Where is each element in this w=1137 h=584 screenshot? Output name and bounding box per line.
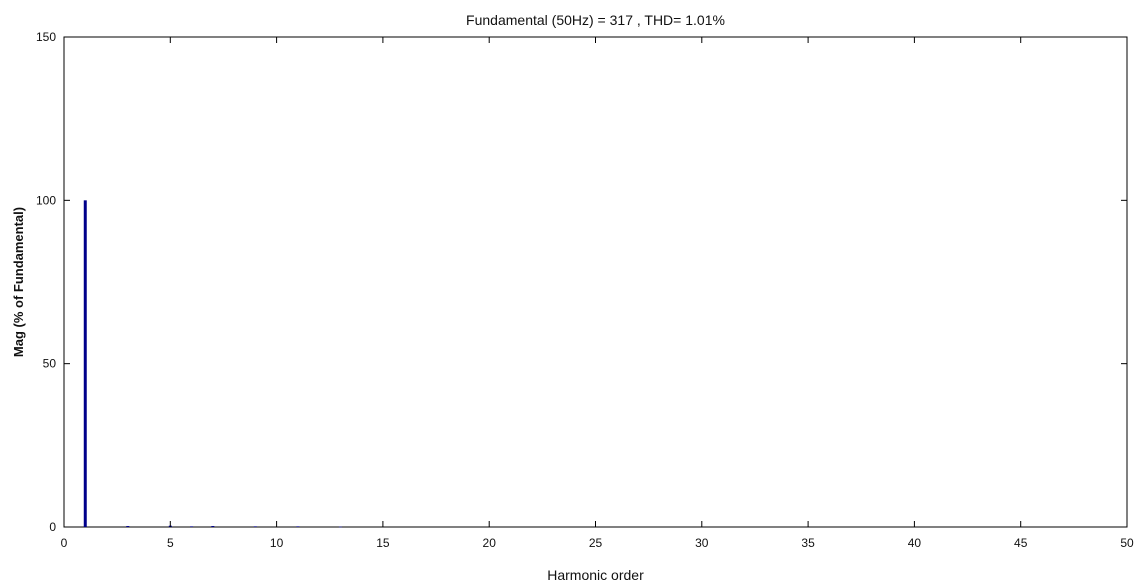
x-tick-label: 15	[376, 536, 390, 550]
bar-harmonic-9	[253, 526, 257, 527]
y-tick-label: 150	[36, 30, 56, 44]
y-tick-label: 100	[36, 193, 56, 207]
y-tick-label: 0	[49, 520, 56, 534]
bar-harmonic-13	[338, 526, 342, 528]
x-tick-label: 40	[908, 536, 922, 550]
y-axis-label: Mag (% of Fundamental)	[11, 207, 26, 357]
y-axis-ticks: 0 50 100 150	[36, 30, 1127, 534]
x-axis-ticks: 0 5 10 15 20 25 30 35 40 45 50	[61, 37, 1134, 550]
x-tick-label: 35	[801, 536, 815, 550]
x-tick-label: 5	[167, 536, 174, 550]
bar-harmonic-3	[126, 526, 130, 527]
bar-harmonic-7	[211, 526, 215, 527]
x-tick-label: 45	[1014, 536, 1028, 550]
bar-harmonic-6	[190, 526, 194, 527]
x-tick-label: 20	[483, 536, 497, 550]
chart-title: Fundamental (50Hz) = 317 , THD= 1.01%	[466, 12, 725, 28]
x-tick-label: 0	[61, 536, 68, 550]
bar-harmonic-11	[296, 526, 300, 527]
y-tick-label: 50	[43, 357, 57, 371]
x-axis-label: Harmonic order	[547, 567, 644, 583]
plot-area	[63, 36, 1128, 528]
x-tick-label: 25	[589, 536, 603, 550]
x-tick-label: 50	[1120, 536, 1134, 550]
x-tick-label: 10	[270, 536, 284, 550]
x-tick-label: 30	[695, 536, 709, 550]
bar-harmonic-1	[83, 200, 87, 528]
